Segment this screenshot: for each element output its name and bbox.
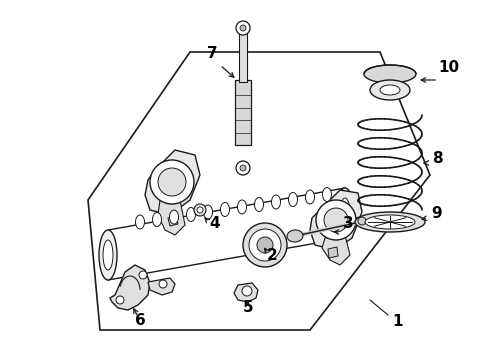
Circle shape bbox=[240, 165, 245, 171]
Ellipse shape bbox=[220, 202, 229, 216]
Circle shape bbox=[139, 271, 147, 279]
Ellipse shape bbox=[354, 212, 424, 232]
Ellipse shape bbox=[364, 215, 414, 229]
Ellipse shape bbox=[169, 210, 178, 224]
Ellipse shape bbox=[288, 193, 297, 207]
Ellipse shape bbox=[135, 215, 144, 229]
Text: 10: 10 bbox=[438, 60, 459, 75]
Circle shape bbox=[159, 280, 167, 288]
Circle shape bbox=[248, 229, 281, 261]
Ellipse shape bbox=[322, 188, 331, 202]
Ellipse shape bbox=[363, 65, 415, 83]
Ellipse shape bbox=[152, 212, 161, 226]
Circle shape bbox=[243, 223, 286, 267]
Text: 8: 8 bbox=[431, 151, 442, 166]
Polygon shape bbox=[88, 52, 429, 330]
Text: 9: 9 bbox=[431, 206, 442, 221]
Text: 3: 3 bbox=[342, 216, 353, 231]
Ellipse shape bbox=[103, 240, 113, 270]
Ellipse shape bbox=[335, 188, 353, 238]
Ellipse shape bbox=[254, 198, 263, 212]
Ellipse shape bbox=[379, 85, 399, 95]
Polygon shape bbox=[239, 30, 246, 82]
Text: 1: 1 bbox=[392, 315, 403, 329]
Ellipse shape bbox=[305, 190, 314, 204]
Polygon shape bbox=[148, 278, 175, 295]
Circle shape bbox=[236, 161, 249, 175]
Text: 6: 6 bbox=[134, 313, 145, 328]
Polygon shape bbox=[145, 150, 200, 215]
Polygon shape bbox=[321, 235, 349, 265]
Ellipse shape bbox=[286, 230, 303, 242]
Polygon shape bbox=[110, 265, 150, 310]
Circle shape bbox=[357, 217, 365, 225]
Ellipse shape bbox=[203, 205, 212, 219]
Text: 7: 7 bbox=[206, 46, 217, 61]
Polygon shape bbox=[234, 283, 258, 302]
Text: 2: 2 bbox=[266, 248, 277, 263]
Ellipse shape bbox=[339, 198, 349, 228]
Polygon shape bbox=[309, 190, 361, 250]
Ellipse shape bbox=[99, 230, 117, 280]
Circle shape bbox=[158, 168, 185, 196]
Circle shape bbox=[242, 286, 251, 296]
Circle shape bbox=[194, 204, 205, 216]
Circle shape bbox=[257, 237, 272, 253]
Circle shape bbox=[236, 21, 249, 35]
Polygon shape bbox=[168, 216, 178, 226]
Polygon shape bbox=[158, 200, 184, 235]
Circle shape bbox=[150, 160, 194, 204]
Ellipse shape bbox=[271, 195, 280, 209]
Circle shape bbox=[116, 296, 124, 304]
Polygon shape bbox=[235, 80, 250, 145]
Ellipse shape bbox=[237, 200, 246, 214]
Circle shape bbox=[240, 25, 245, 31]
Ellipse shape bbox=[186, 207, 195, 221]
Circle shape bbox=[324, 208, 347, 232]
Text: 4: 4 bbox=[209, 216, 220, 231]
Polygon shape bbox=[327, 247, 337, 258]
Circle shape bbox=[197, 207, 203, 213]
Text: 5: 5 bbox=[242, 300, 253, 315]
Ellipse shape bbox=[369, 80, 409, 100]
Circle shape bbox=[315, 200, 355, 240]
